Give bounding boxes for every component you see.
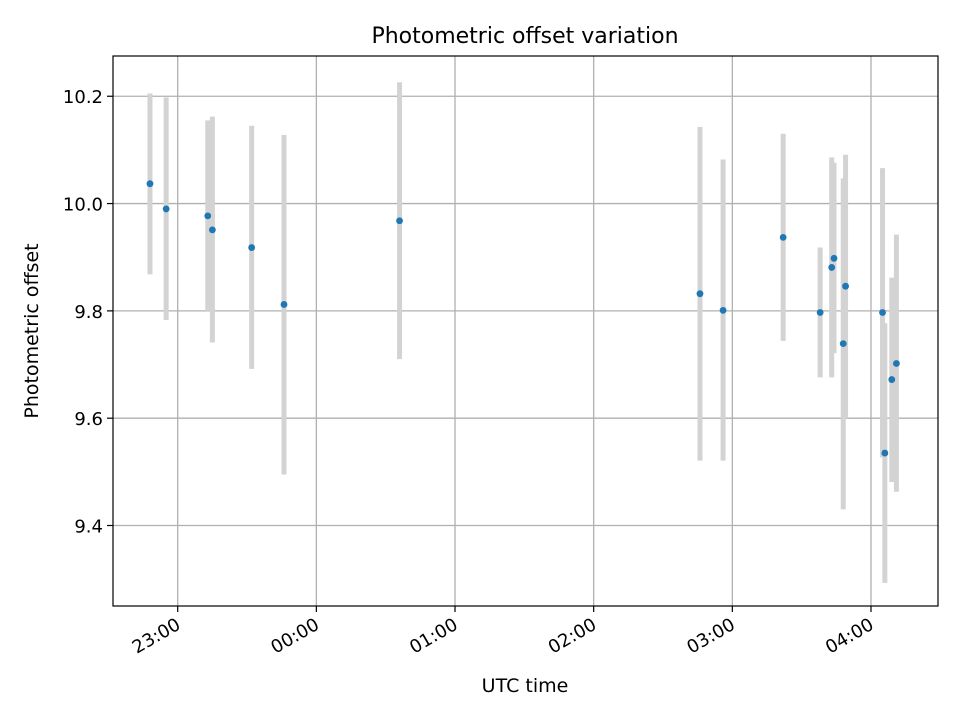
data-point bbox=[888, 376, 896, 383]
data-point bbox=[146, 180, 154, 188]
data-point bbox=[396, 217, 403, 225]
data-point bbox=[248, 244, 256, 251]
data-point bbox=[779, 233, 787, 241]
data-point bbox=[816, 309, 824, 316]
x-axis-label: UTC time bbox=[482, 675, 569, 697]
data-point bbox=[842, 282, 849, 290]
plot-area bbox=[113, 56, 938, 606]
chart-title: Photometric offset variation bbox=[371, 24, 678, 49]
y-tick-label: 10.2 bbox=[63, 87, 103, 108]
y-axis-label: Photometric offset bbox=[21, 243, 43, 418]
data-point bbox=[839, 340, 847, 348]
data-point bbox=[204, 212, 212, 220]
data-point bbox=[893, 360, 900, 367]
plot-frame bbox=[112, 55, 939, 607]
data-point bbox=[881, 449, 889, 457]
data-point bbox=[162, 205, 170, 213]
data-point bbox=[830, 254, 838, 262]
y-tick-label: 9.8 bbox=[74, 302, 103, 323]
data-point bbox=[696, 290, 704, 298]
data-point bbox=[879, 309, 886, 316]
data-point bbox=[719, 306, 727, 314]
data-points bbox=[146, 180, 900, 457]
y-tick-label: 10.0 bbox=[63, 195, 103, 216]
y-tick-label: 9.6 bbox=[74, 409, 103, 430]
data-point bbox=[280, 301, 288, 308]
y-tick-label: 9.4 bbox=[74, 517, 103, 538]
data-point bbox=[828, 264, 836, 271]
data-point bbox=[208, 226, 216, 234]
